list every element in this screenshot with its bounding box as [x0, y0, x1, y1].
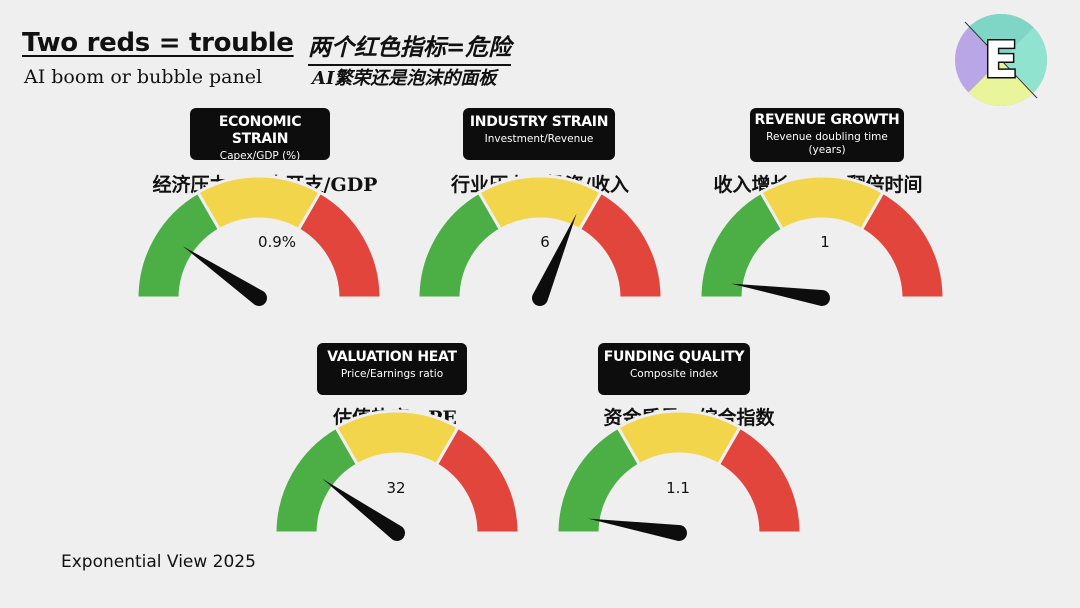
gauge-dial: 32: [273, 409, 521, 541]
gauge-revenue-growth: REVENUE GROWTH Revenue doubling time (ye…: [682, 108, 962, 308]
gauge-subtitle: Investment/Revenue: [484, 133, 594, 145]
page-title: Two reds = trouble: [22, 28, 294, 58]
gauge-needle: [588, 518, 687, 541]
gauge-red-zone: [859, 190, 946, 300]
gauge-value: 0.9%: [258, 233, 296, 251]
gauge-dial: 0.9%: [135, 174, 383, 306]
gauge-subtitle: Composite index: [629, 368, 719, 380]
gauge-value: 1: [820, 233, 830, 251]
gauge-title: REVENUE GROWTH: [754, 112, 900, 128]
gauge-economic-strain: ECONOMIC STRAIN Capex/GDP (%) 经济压力：资本开支/…: [120, 108, 400, 308]
gauge-needle: [182, 246, 267, 306]
gauge-red-zone: [577, 190, 664, 300]
gauge-title: FUNDING QUALITY: [603, 349, 745, 365]
gauge-label-box: ECONOMIC STRAIN Capex/GDP (%): [190, 108, 330, 162]
gauge-red-zone: [296, 190, 383, 300]
exponential-view-logo-icon: E: [955, 14, 1047, 106]
page-subtitle: AI boom or bubble panel: [24, 66, 263, 88]
gauge-subtitle: Price/Earnings ratio: [340, 368, 444, 380]
gauge-subtitle: Capex/GDP (%): [219, 150, 301, 162]
page-title-zh: 两个红色指标=危险: [308, 28, 512, 66]
gauge-title: VALUATION HEAT: [327, 349, 457, 365]
gauge-red-zone: [434, 425, 521, 535]
page-subtitle-zh: AI繁荣还是泡沫的面板: [312, 68, 497, 89]
gauge-label-box: VALUATION HEAT Price/Earnings ratio: [317, 343, 467, 395]
gauge-title: INDUSTRY STRAIN: [469, 114, 609, 130]
gauge-needle: [322, 478, 405, 541]
gauge-dial: 1.1: [555, 409, 803, 541]
footer-credit: Exponential View 2025: [61, 552, 256, 572]
gauge-industry-strain: INDUSTRY STRAIN Investment/Revenue 行业压力：…: [400, 108, 680, 308]
gauge-subtitle: Revenue doubling time (years): [766, 131, 888, 156]
gauge-value: 1.1: [666, 479, 690, 497]
gauge-label-box: FUNDING QUALITY Composite index: [598, 343, 750, 395]
gauge-red-zone: [716, 425, 803, 535]
gauge-value: 6: [540, 233, 550, 251]
logo-letter: E: [984, 31, 1018, 89]
gauge-value: 32: [386, 479, 405, 497]
gauge-needle: [731, 283, 830, 306]
gauge-dial: 1: [698, 174, 946, 306]
gauge-dial: 6: [416, 174, 664, 306]
gauge-label-box: INDUSTRY STRAIN Investment/Revenue: [463, 108, 615, 160]
gauge-funding-quality: FUNDING QUALITY Composite index 资金质量：综合指…: [555, 343, 836, 543]
gauge-valuation-heat: VALUATION HEAT Price/Earnings ratio 估值热度…: [273, 343, 556, 543]
gauge-needle: [532, 213, 577, 306]
gauge-label-box: REVENUE GROWTH Revenue doubling time (ye…: [750, 108, 904, 162]
gauge-title: ECONOMIC STRAIN: [218, 114, 302, 147]
